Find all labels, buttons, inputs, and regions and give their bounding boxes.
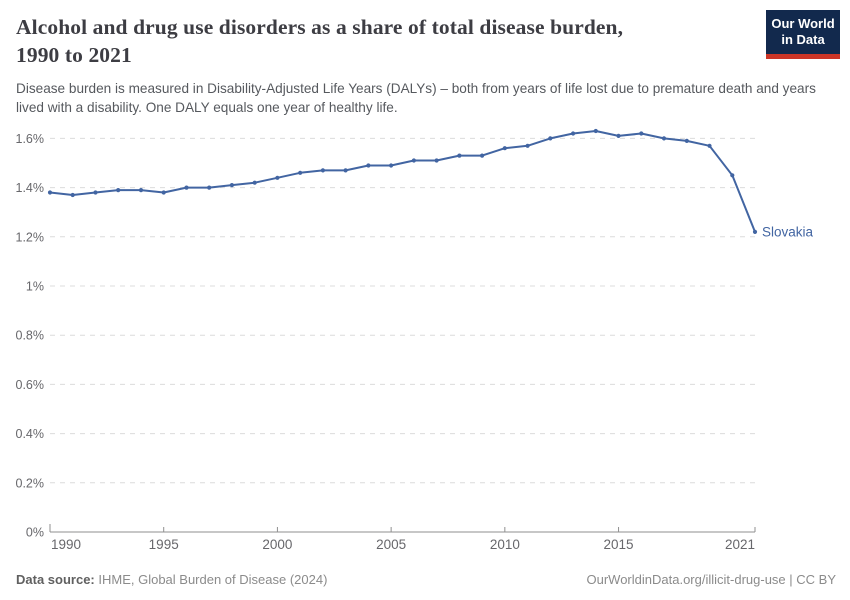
data-point [571,131,576,136]
y-axis-tick-label: 0.6% [16,378,45,392]
data-point [616,133,621,138]
data-point [138,188,144,193]
x-axis-tick-label: 2015 [604,537,634,552]
data-point [434,158,439,163]
data-point [70,192,75,198]
data-point [548,136,553,141]
data-point [47,190,53,195]
data-line [49,130,756,233]
data-point [752,229,758,234]
x-axis-tick-label: 2010 [490,537,520,552]
data-point [343,168,348,173]
chart-title-line1: Alcohol and drug use disorders as a shar… [16,15,624,39]
y-axis-tick-label: 1.4% [16,181,45,195]
data-point [480,153,485,158]
series-end-label: Slovakia [762,224,814,239]
x-axis-tick-label: 1990 [51,537,81,552]
y-axis-tick-label: 1% [26,280,44,294]
x-axis-tick-label: 2021 [725,537,755,552]
chart-footer: Data source: IHME, Global Burden of Dise… [16,572,836,587]
y-axis-tick-label: 1.6% [16,132,45,146]
owid-logo-line1: Our World [771,16,835,31]
data-point [207,185,212,190]
data-point [411,158,416,163]
data-point [389,163,394,168]
y-axis-tick-label: 0.8% [16,329,45,343]
data-point [93,190,98,195]
data-point [184,185,189,190]
data-point [298,170,303,175]
y-axis-tick-label: 0.4% [16,427,45,441]
data-point [366,163,371,168]
data-point [275,175,280,180]
data-point [684,138,689,143]
data-point [525,143,530,148]
data-point [457,153,462,158]
y-axis-tick-label: 0% [26,526,44,540]
x-axis-tick-label: 2005 [376,537,406,552]
chart-header: Alcohol and drug use disorders as a shar… [16,10,840,117]
data-point [639,131,644,136]
data-point [320,168,325,173]
data-point [161,190,166,195]
data-point [661,136,667,141]
data-point [502,146,507,151]
chart-subtitle: Disease burden is measured in Disability… [16,80,816,116]
data-point [730,173,735,178]
data-point [593,128,598,134]
x-axis-tick-label: 2000 [262,537,292,552]
data-point [116,188,121,193]
y-axis-tick-label: 1.2% [16,230,45,244]
credit-url: OurWorldinData.org/illicit-drug-use | CC… [586,572,837,587]
y-axis-tick-label: 0.2% [16,476,45,490]
owid-logo: Our World in Data [766,10,840,59]
data-point [707,143,712,148]
x-axis-tick-label: 1995 [149,537,179,552]
data-point [252,180,257,185]
owid-logo-line2: in Data [781,32,825,48]
data-source-text: IHME, Global Burden of Disease (2024) [94,572,328,587]
chart-title: Alcohol and drug use disorders as a shar… [16,13,706,70]
data-source-label: Data source: [16,572,95,587]
chart-title-line2: 1990 to 2021 [16,43,132,68]
data-source: Data source: IHME, Global Burden of Dise… [16,572,327,587]
data-point [229,183,234,188]
